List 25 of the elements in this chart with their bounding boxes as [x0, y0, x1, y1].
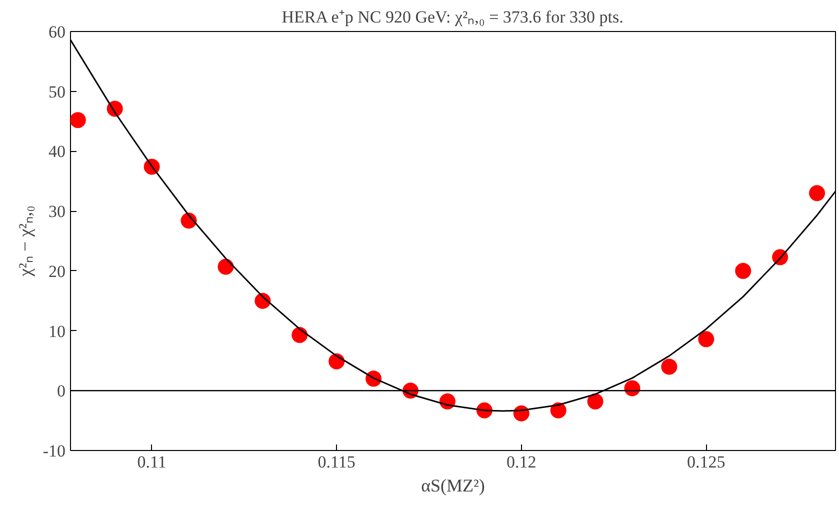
y-tick-label: 50 — [48, 82, 66, 102]
y-axis-title: χ²ₙ − χ²ₙ,₀ — [14, 206, 35, 278]
point — [809, 185, 826, 202]
point — [328, 353, 345, 370]
y-tick-label: 30 — [48, 202, 66, 222]
point — [292, 326, 308, 343]
y-tick-label: 40 — [48, 142, 66, 162]
point — [70, 112, 86, 128]
point — [735, 262, 752, 279]
y-tick-label: 60 — [48, 22, 66, 42]
x-tick-label: 0.12 — [506, 452, 536, 472]
x-tick-label: 0.125 — [687, 452, 726, 472]
point — [661, 358, 678, 375]
point — [587, 393, 604, 410]
x-tick-label: 0.11 — [137, 452, 166, 472]
x-tick-label: 0.115 — [318, 452, 356, 472]
y-tick-label: 10 — [48, 322, 66, 341]
chart-title: HERA e⁺p NC 920 GeV: χ²ₙ,₀ = 373.6 for 330 pts. — [282, 8, 624, 26]
point — [698, 331, 714, 348]
y-tick-label: 0 — [57, 382, 66, 401]
y-tick-label: -10 — [42, 442, 66, 460]
point — [550, 402, 566, 418]
x-axis-title: αS(MZ²) — [421, 476, 485, 496]
point — [218, 258, 234, 275]
y-tick-label: 20 — [48, 262, 66, 281]
